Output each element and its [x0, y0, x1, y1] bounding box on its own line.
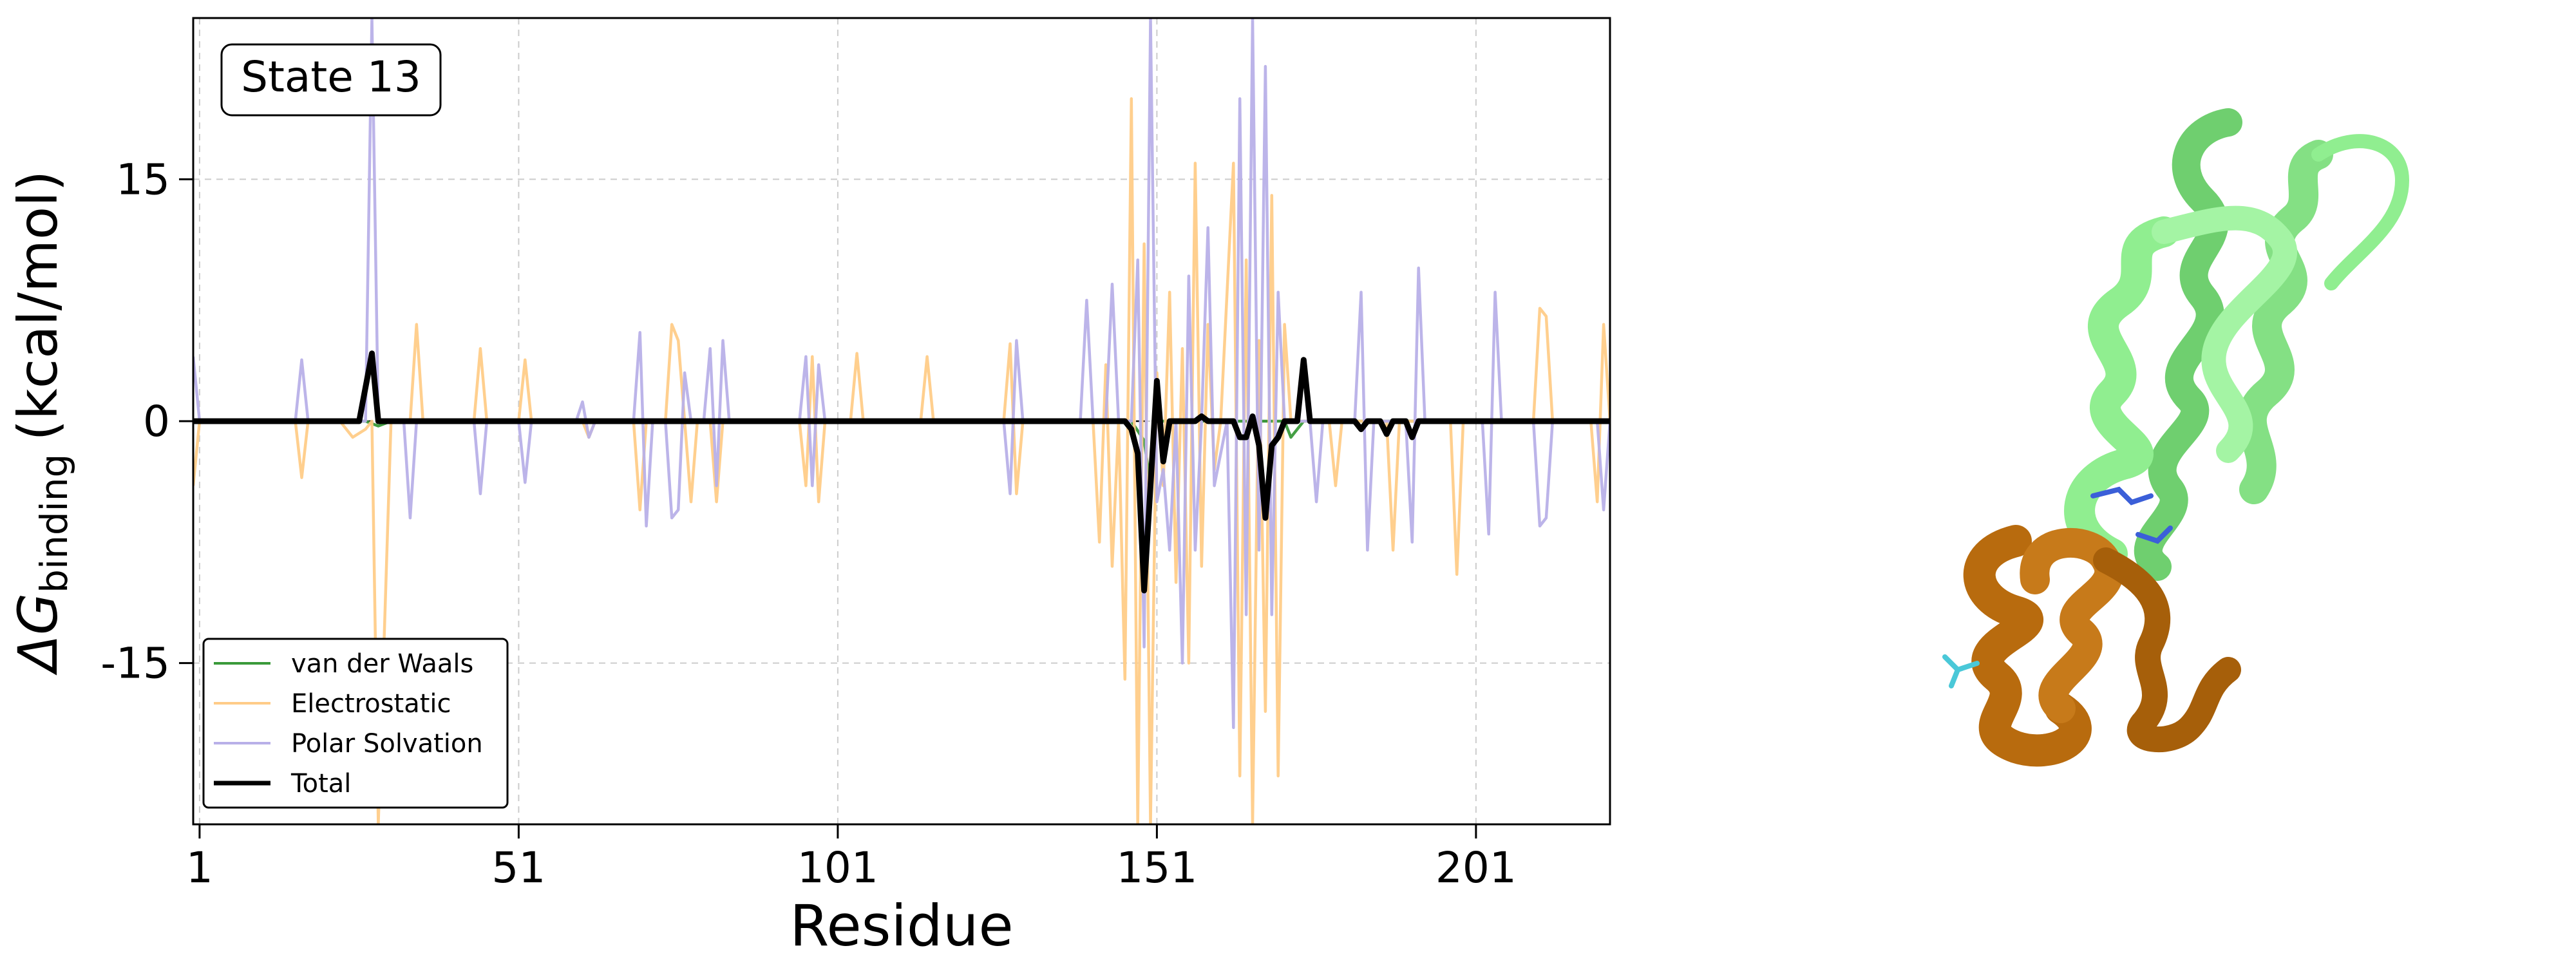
- x-tick-label: 101: [797, 843, 878, 893]
- y-tick-label: -15: [100, 639, 170, 688]
- legend-label-total: Total: [290, 769, 351, 799]
- x-axis-label: Residue: [790, 893, 1013, 959]
- x-tick-label: 201: [1435, 843, 1517, 893]
- y-axis-label: ΔGbinding (kcal/mol): [6, 171, 76, 676]
- legend-label-electrostatic: Electrostatic: [291, 689, 451, 719]
- y-axis-label-symbol: ΔG: [6, 593, 70, 676]
- x-tick-label: 151: [1116, 843, 1197, 893]
- x-tick-label: 1: [186, 843, 213, 893]
- series-line-total: [193, 350, 1610, 594]
- y-axis-label-units: (kcal/mol): [6, 171, 70, 441]
- y-tick-label: 0: [143, 397, 170, 446]
- sidechain-sticks: [1942, 486, 2173, 688]
- legend-frame: [202, 638, 509, 809]
- y-axis-label-subscript: binding: [32, 454, 76, 593]
- legend: van der Waals Electrostatic Polar Solvat…: [202, 638, 509, 809]
- y-tick-label: 15: [116, 155, 170, 204]
- state-annotation-text: State 13: [241, 52, 421, 102]
- legend-label-van-der-waals: van der Waals: [291, 649, 473, 679]
- green-chain: [2064, 108, 2409, 581]
- series-line-polar-solvation: [193, 18, 1610, 730]
- legend-label-polar-solvation: Polar Solvation: [291, 729, 483, 759]
- series-layer: [193, 18, 1610, 824]
- x-tick-label: 51: [491, 843, 545, 893]
- protein-structure-image: [1942, 108, 2409, 767]
- state-annotation: State 13: [220, 43, 442, 117]
- brown-chain: [1963, 525, 2241, 767]
